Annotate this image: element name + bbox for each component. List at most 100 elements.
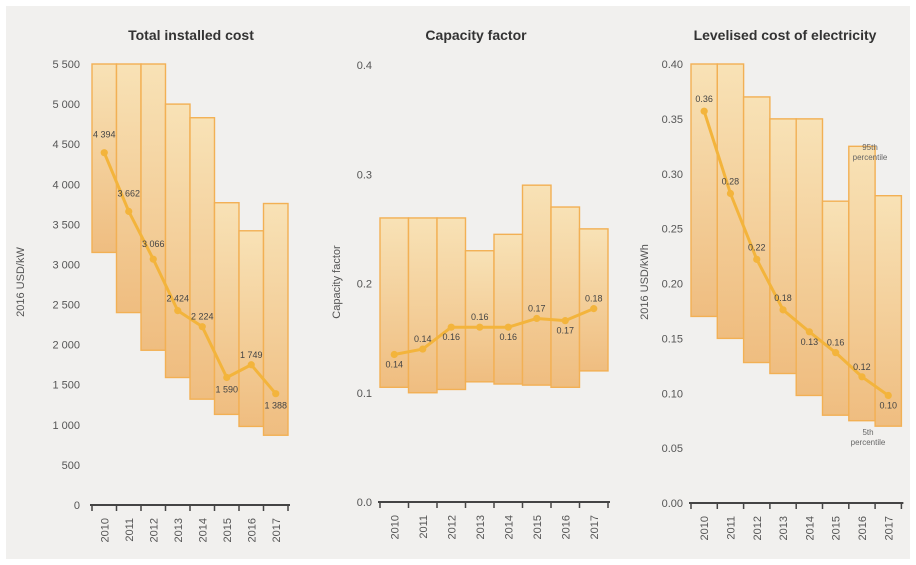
x-tick-label: 2017	[589, 515, 601, 539]
x-tick-label: 2012	[446, 515, 458, 539]
range-bar	[578, 228, 609, 372]
data-label: 3 662	[117, 188, 140, 198]
range-bar	[690, 63, 718, 318]
x-tick-label: 2016	[560, 515, 572, 539]
panel-title: Capacity factor	[425, 27, 527, 43]
data-label: 3 066	[142, 239, 165, 249]
x-tick-label: 2010	[99, 518, 111, 542]
data-point	[753, 255, 761, 263]
data-label: 0.36	[695, 94, 713, 104]
x-tick-label: 2014	[197, 518, 209, 542]
data-point	[223, 373, 231, 382]
y-tick-label: 4 000	[52, 179, 80, 191]
data-point	[832, 349, 840, 357]
x-tick-label: 2011	[418, 515, 430, 539]
x-tick-label: 2012	[148, 518, 160, 542]
data-label: 0.16	[471, 312, 489, 322]
range-bar	[742, 96, 771, 364]
y-tick-label: 0.10	[662, 388, 683, 400]
data-label: 0.14	[414, 334, 432, 344]
y-tick-label: 3 000	[52, 259, 80, 271]
x-tick-label: 2015	[532, 515, 544, 539]
data-label: 0.14	[385, 360, 403, 370]
y-tick-label: 0.0	[357, 497, 372, 509]
x-tick-label: 2011	[124, 518, 136, 542]
range-bar	[213, 202, 240, 416]
data-point	[779, 306, 787, 314]
y-axis-label: Capacity factor	[331, 245, 343, 319]
data-label: 1 388	[264, 401, 287, 411]
x-tick-label: 2011	[725, 516, 737, 540]
range-bar	[140, 63, 167, 351]
data-point	[726, 189, 735, 198]
annotation-5th-percentile: percentile	[851, 438, 886, 447]
panel-levelised-cost: Levelised cost of electricity 2016 USD/k…	[639, 27, 904, 540]
range-bar	[91, 63, 118, 254]
x-tick-label: 2015	[831, 516, 843, 540]
data-label: 0.13	[801, 337, 819, 347]
data-point	[884, 391, 892, 400]
x-tick-label: 2013	[475, 515, 487, 539]
data-point	[272, 390, 280, 398]
y-tick-label: 0.00	[662, 498, 683, 510]
data-point	[533, 314, 541, 323]
data-point	[419, 345, 427, 353]
data-point	[100, 149, 108, 157]
series-line	[102, 152, 277, 395]
series-line	[702, 110, 890, 397]
data-label: 1 749	[240, 350, 263, 360]
range-bar	[238, 230, 265, 428]
data-point	[805, 328, 813, 336]
data-label: 0.17	[528, 303, 546, 313]
range-bar	[164, 103, 191, 379]
range-bar	[716, 63, 745, 340]
range-bar	[821, 200, 850, 416]
data-label: 0.12	[853, 362, 871, 372]
x-tick-label: 2017	[271, 518, 283, 542]
x-tick-label: 2016	[857, 516, 869, 540]
range-bar	[436, 217, 467, 391]
y-tick-label: 5 500	[52, 59, 80, 71]
x-tick-label: 2010	[389, 515, 401, 539]
y-tick-label: 0.20	[662, 279, 683, 291]
data-label: 0.18	[585, 294, 603, 304]
y-tick-label: 0	[74, 500, 80, 512]
data-point	[476, 323, 484, 331]
y-tick-label: 0.2	[357, 279, 372, 291]
data-point	[125, 207, 133, 215]
data-label: 0.17	[556, 326, 574, 336]
data-point	[447, 323, 455, 331]
data-point	[858, 373, 866, 381]
y-tick-label: 0.4	[357, 60, 372, 72]
data-label: 0.18	[774, 293, 792, 303]
x-tick-label: 2012	[752, 516, 764, 540]
data-point	[390, 350, 398, 359]
range-bar	[550, 206, 581, 388]
annotation-95th: 95th	[862, 143, 878, 152]
data-label: 2 224	[191, 312, 214, 322]
x-tick-label: 2017	[883, 516, 895, 540]
range-bar	[189, 117, 216, 400]
panel-capacity-factor: Capacity factor Capacity factor 0.0 0.1 0.…	[331, 27, 610, 539]
y-tick-label: 2 500	[52, 300, 80, 312]
y-tick-label: 0.40	[662, 59, 683, 71]
data-point	[700, 107, 708, 115]
data-point	[247, 361, 255, 369]
data-label: 0.10	[879, 400, 897, 410]
data-point	[590, 305, 598, 313]
data-label: 2 424	[166, 294, 189, 304]
x-tick-label: 2013	[173, 518, 185, 542]
annotation-5th: 5th	[862, 428, 873, 437]
y-tick-label: 5 000	[52, 99, 80, 111]
y-tick-label: 0.05	[662, 443, 683, 455]
x-tick-label: 2014	[804, 516, 816, 540]
x-tick-label: 2013	[778, 516, 790, 540]
y-tick-label: 0.30	[662, 169, 683, 181]
y-tick-label: 500	[62, 460, 80, 472]
y-tick-label: 0.3	[357, 169, 372, 181]
annotation-95th-percentile: percentile	[853, 153, 888, 162]
y-tick-label: 3 500	[52, 219, 80, 231]
y-tick-label: 0.25	[662, 224, 683, 236]
range-bar	[407, 217, 438, 394]
